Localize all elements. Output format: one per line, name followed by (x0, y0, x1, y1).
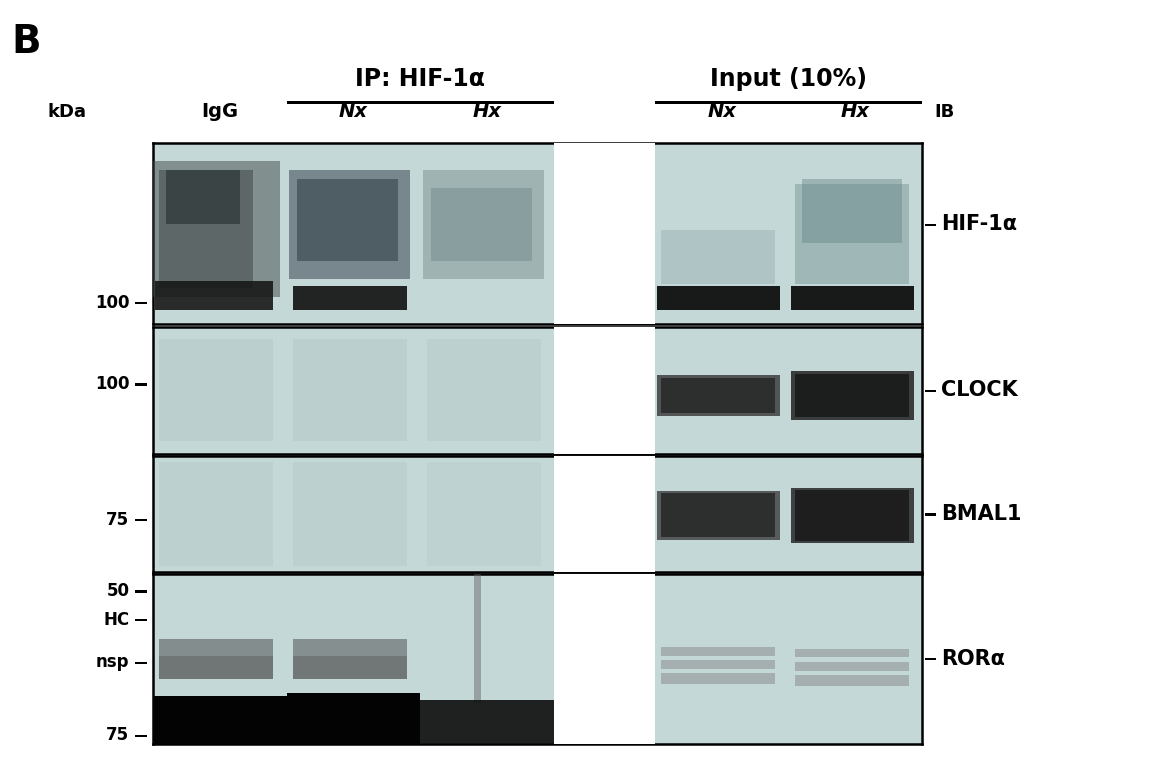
Bar (657, 375, 780, 416)
Bar (801, 179, 902, 243)
Text: IgG: IgG (201, 102, 239, 121)
Bar (555, 574, 654, 744)
Text: B: B (12, 23, 41, 61)
Bar (153, 696, 287, 744)
Text: Hx: Hx (472, 102, 502, 121)
Bar (791, 371, 914, 420)
Text: Input (10%): Input (10%) (710, 67, 867, 91)
Text: kDa: kDa (47, 103, 86, 121)
Bar (795, 374, 909, 417)
Text: 75: 75 (106, 511, 129, 529)
Bar (294, 638, 407, 656)
Bar (662, 673, 776, 685)
Bar (160, 462, 274, 566)
Bar (160, 170, 253, 288)
Bar (294, 462, 407, 566)
Bar (791, 286, 914, 310)
Bar (297, 179, 397, 261)
Text: 50: 50 (106, 582, 129, 600)
Bar (287, 693, 421, 744)
Text: 75: 75 (106, 726, 129, 745)
Bar (294, 286, 407, 310)
Bar (662, 660, 776, 669)
Bar (160, 339, 274, 442)
Text: IB: IB (934, 103, 954, 121)
Bar (791, 487, 914, 543)
Text: IP: HIF-1α: IP: HIF-1α (356, 67, 485, 91)
Bar (428, 462, 540, 566)
Bar (555, 456, 654, 572)
Bar (294, 339, 407, 442)
Bar (657, 286, 780, 310)
Bar (662, 493, 776, 537)
Text: nsp: nsp (95, 653, 129, 672)
Bar (289, 170, 410, 279)
Bar (662, 230, 776, 285)
Bar (795, 184, 909, 285)
Bar (294, 656, 407, 679)
Bar (160, 656, 274, 679)
Bar (423, 170, 544, 279)
Text: Nx: Nx (340, 102, 368, 121)
Text: Hx: Hx (841, 102, 870, 121)
Bar (153, 161, 280, 298)
Text: HIF-1α: HIF-1α (941, 215, 1018, 235)
Text: 100: 100 (95, 375, 129, 393)
Bar (555, 143, 654, 324)
Bar (662, 647, 776, 656)
Bar (795, 490, 909, 540)
Bar (155, 281, 274, 310)
Bar (428, 339, 540, 442)
Bar (160, 638, 274, 656)
Text: HC: HC (103, 611, 129, 629)
Bar (474, 574, 481, 703)
Text: 100: 100 (95, 294, 129, 312)
Bar (795, 675, 909, 686)
Bar (555, 326, 654, 454)
Bar (795, 649, 909, 657)
Text: CLOCK: CLOCK (941, 380, 1018, 401)
Text: Nx: Nx (707, 102, 736, 121)
Bar (657, 491, 780, 540)
Text: BMAL1: BMAL1 (941, 504, 1022, 524)
Bar (166, 170, 240, 225)
Text: RORα: RORα (941, 649, 1005, 669)
Bar (795, 662, 909, 671)
Bar (421, 700, 555, 744)
Bar (431, 188, 531, 261)
Bar (662, 378, 776, 414)
